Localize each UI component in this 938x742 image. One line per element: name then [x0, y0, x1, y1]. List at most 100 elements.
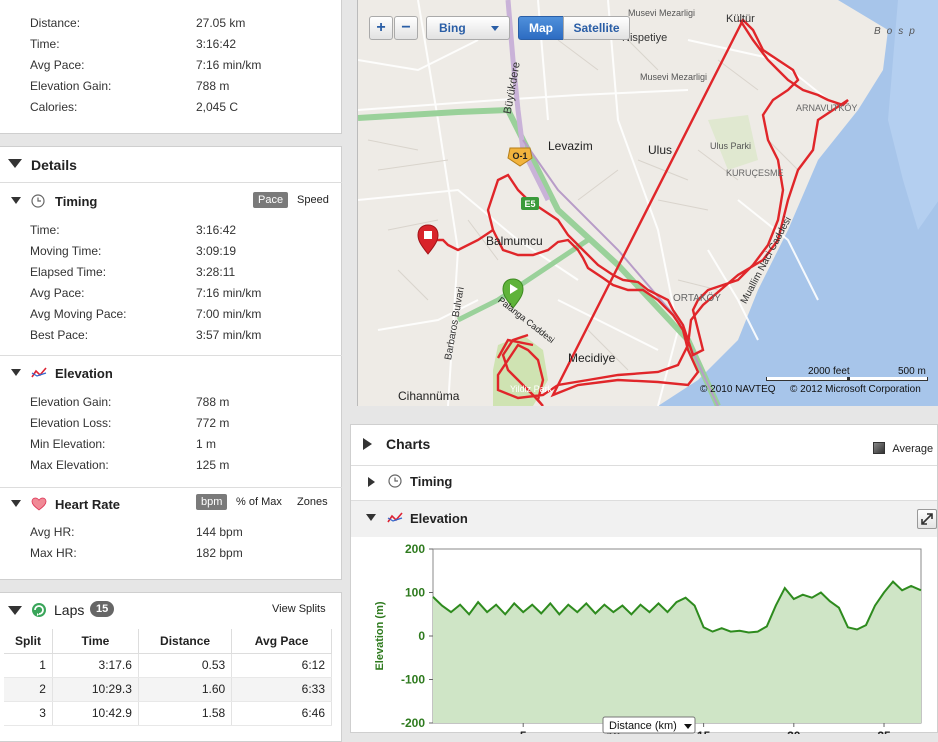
timing-row-label: Best Pace:	[30, 328, 89, 342]
elevation-chart-title: Elevation	[410, 511, 468, 526]
scale-meters-label: 500 m	[898, 366, 926, 377]
table-row[interactable]: 1 3:17.6 0.53 6:12	[4, 653, 332, 678]
map-place-label: ORTAKÖY	[673, 293, 721, 304]
elevation-chart-header	[351, 501, 937, 537]
laps-count-badge: 15	[90, 601, 115, 617]
elevation-row-value: 1 m	[196, 437, 217, 451]
elevation-title: Elevation	[55, 366, 113, 381]
zones-toggle[interactable]: Zones	[297, 496, 328, 508]
zoom-out-button[interactable]: −	[394, 16, 418, 40]
x-tick-label: 20	[787, 729, 801, 734]
x-axis-label: Distance (km)	[609, 720, 677, 732]
route-map[interactable]: O-1 E5 Kültür Musevi Mezarligi Nispetiye Mu…	[357, 0, 938, 406]
map-provider-select[interactable]: Bing	[426, 16, 510, 40]
svg-text:O-1: O-1	[512, 151, 527, 161]
laps-cell: 3	[4, 701, 53, 726]
scale-feet-label: 2000 feet	[808, 366, 850, 377]
laps-cell: 3:17.6	[52, 653, 139, 678]
y-axis-label: Elevation (m)	[374, 601, 386, 670]
left-column: Distance: 27.05 km Time: 3:16:42 Avg Pace: 7:…	[0, 0, 342, 742]
map-provider-value: Bing	[439, 21, 466, 35]
map-place-label: Balmumcu	[486, 234, 543, 248]
timing-row-label: Avg Moving Pace:	[30, 307, 127, 321]
average-label: Average	[892, 443, 934, 455]
laps-cell: 1	[4, 653, 53, 678]
map-mode-satellite-button[interactable]: Satellite	[563, 16, 630, 40]
hr-row-label: Max HR:	[30, 546, 77, 560]
x-tick-label: 15	[697, 729, 711, 734]
elevation-chart-collapse-icon[interactable]	[366, 514, 376, 521]
average-toggle[interactable]: Average	[873, 441, 933, 455]
map-place-label: Yildiz Park	[510, 384, 553, 394]
map-place-label: Mecidiye	[568, 351, 616, 365]
x-tick-label: 25	[877, 729, 891, 734]
zoom-in-button[interactable]: +	[369, 16, 393, 40]
map-mode-map-button[interactable]: Map	[518, 16, 564, 40]
timing-row-value: 7:00 min/km	[196, 307, 262, 321]
laps-col-header[interactable]: Avg Pace	[231, 629, 332, 654]
expand-chart-button[interactable]	[917, 509, 937, 529]
elevation-line	[432, 580, 922, 634]
map-place-label: Musevi Mezarligi	[628, 8, 696, 18]
heart-icon	[31, 497, 47, 511]
laps-collapse-icon[interactable]	[8, 606, 22, 615]
pct-max-toggle[interactable]: % of Max	[236, 496, 282, 508]
elevation-row-label: Elevation Loss:	[30, 416, 112, 430]
view-splits-link[interactable]: View Splits	[272, 603, 326, 615]
heart-rate-title: Heart Rate	[55, 497, 121, 512]
table-row[interactable]: 3 10:42.9 1.58 6:46	[4, 701, 332, 726]
elevation-collapse-icon[interactable]	[11, 369, 21, 376]
laps-cell: 6:33	[231, 677, 332, 702]
y-tick-label: 0	[418, 629, 425, 643]
details-panel: Details Timing Pace Speed Time: 3:16:42 Mo…	[0, 146, 342, 580]
laps-col-header[interactable]: Split	[4, 629, 53, 654]
charts-expand-icon[interactable]	[363, 438, 372, 450]
expand-icon	[921, 513, 933, 525]
timing-row-label: Avg Pace:	[30, 286, 85, 300]
map-place-label: Bosp	[874, 26, 921, 37]
table-row[interactable]: 2 10:29.3 1.60 6:33	[4, 677, 332, 702]
map-place-label: Ulus Parki	[710, 141, 752, 151]
summary-row-value: 788 m	[196, 79, 230, 93]
pace-toggle[interactable]: Pace	[253, 192, 289, 208]
timing-title: Timing	[55, 194, 98, 209]
hr-row-value: 144 bpm	[196, 525, 243, 539]
summary-row-label: Calories:	[30, 100, 78, 114]
elevation-area	[433, 581, 921, 723]
x-tick-label: 5	[520, 729, 527, 734]
clock-icon	[31, 194, 45, 208]
timing-chart-clock-icon	[388, 474, 402, 488]
timing-row-label: Moving Time:	[30, 244, 102, 258]
timing-chart-expand-icon[interactable]	[368, 477, 375, 487]
laps-cell: 1.58	[138, 701, 233, 726]
map-place-label: Ulus	[648, 143, 673, 157]
map-place-label: Cihannüma	[398, 389, 460, 403]
bpm-toggle[interactable]: bpm	[196, 494, 228, 510]
timing-collapse-icon[interactable]	[11, 197, 21, 204]
y-tick-label: 200	[405, 542, 425, 556]
hr-row-value: 182 bpm	[196, 546, 243, 560]
laps-col-header[interactable]: Time	[52, 629, 139, 654]
laps-icon	[32, 603, 46, 617]
map-place-label: Musevi Mezarligi	[640, 72, 708, 82]
heart-rate-collapse-icon[interactable]	[11, 500, 21, 507]
summary-row-value: 2,045 C	[196, 100, 239, 114]
elevation-row-value: 125 m	[196, 458, 230, 472]
charts-panel: Charts Average Timing Elevation 200 100 0 -…	[350, 424, 938, 734]
elevation-row-label: Elevation Gain:	[30, 395, 112, 409]
timing-row-value: 3:16:42	[196, 223, 237, 237]
hr-row-label: Avg HR:	[30, 525, 75, 539]
timing-row-label: Elapsed Time:	[30, 265, 107, 279]
charts-title: Charts	[386, 436, 431, 452]
copyright-navteq: © 2010 NAVTEQ	[700, 384, 776, 395]
scale-bar	[766, 377, 928, 381]
copyright-microsoft: © 2012 Microsoft Corporation	[790, 384, 921, 395]
details-collapse-icon[interactable]	[8, 159, 22, 168]
laps-col-header[interactable]: Distance	[138, 629, 233, 654]
laps-cell: 0.53	[138, 653, 233, 678]
summary-row-label: Avg Pace:	[30, 58, 85, 72]
summary-row-value: 7:16 min/km	[196, 58, 262, 72]
map-place-label: ARNAVUTKÖY	[796, 103, 858, 113]
speed-toggle[interactable]: Speed	[297, 194, 329, 206]
